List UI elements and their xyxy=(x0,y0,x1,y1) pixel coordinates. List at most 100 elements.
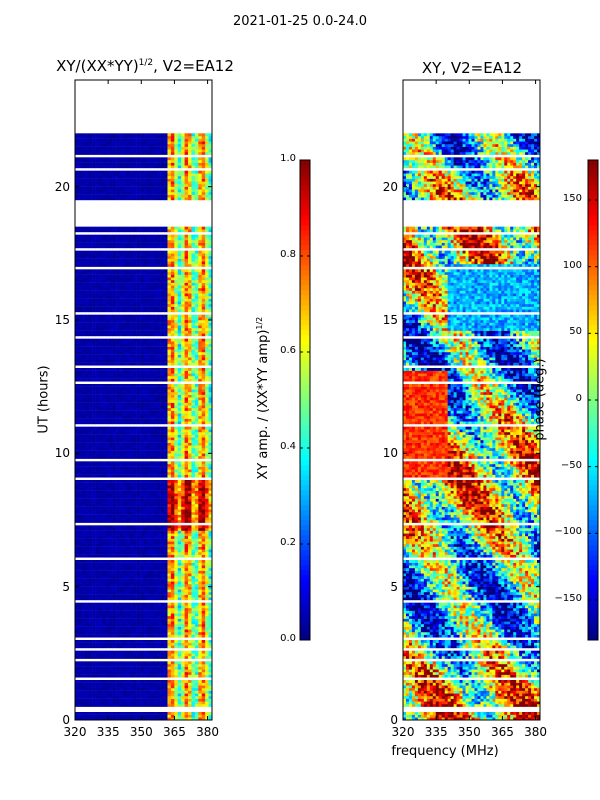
amp-heatmap-cell xyxy=(184,517,189,521)
amp-heatmap-cell xyxy=(78,373,83,377)
amp-heatmap-cell xyxy=(205,498,209,502)
amp-heatmap-cell xyxy=(136,512,141,515)
amp-heatmap-cell xyxy=(205,352,209,355)
amp-heatmap-cell xyxy=(167,541,172,545)
amp-heatmap-cell xyxy=(98,400,103,403)
amp-heatmap-cell xyxy=(184,360,189,363)
amp-heatmap-cell xyxy=(191,464,196,467)
amp-heatmap-cell xyxy=(133,688,137,691)
amp-heatmap-cell xyxy=(164,349,168,353)
amp-heatmap-cell xyxy=(81,594,86,598)
amp-heatmap-cell xyxy=(109,613,113,617)
amp-heatmap-cell xyxy=(129,589,134,593)
amp-heatmap-cell xyxy=(95,552,100,555)
amp-heatmap-cell xyxy=(116,618,120,622)
amp-heatmap-cell xyxy=(112,448,117,451)
amp-heatmap-cell xyxy=(119,472,124,475)
amp-heatmap-cell xyxy=(160,512,165,515)
amp-heatmap-cell xyxy=(181,512,185,515)
amp-heatmap-cell xyxy=(122,714,127,718)
amp-heatmap-cell xyxy=(109,544,113,547)
amp-heatmap-cell xyxy=(160,416,165,419)
amp-heatmap-cell xyxy=(95,370,100,374)
amp-heatmap-cell xyxy=(208,549,213,553)
amp-heatmap-cell xyxy=(208,394,213,398)
amp-heatmap-cell xyxy=(119,688,124,691)
amp-heatmap-cell xyxy=(208,448,213,451)
amp-heatmap-cell xyxy=(133,546,137,550)
amp-heatmap-cell xyxy=(198,546,203,550)
amp-heatmap-cell xyxy=(191,605,196,609)
amp-heatmap-cell xyxy=(105,437,110,441)
amp-heatmap-cell xyxy=(177,546,182,550)
amp-heatmap-cell xyxy=(109,584,113,587)
amp-heatmap-cell xyxy=(146,672,151,675)
amp-heatmap-cell xyxy=(122,357,127,361)
amp-heatmap-cell xyxy=(153,696,158,699)
amp-heatmap-cell xyxy=(164,610,168,614)
amp-heatmap-cell xyxy=(143,448,148,451)
amp-heatmap-cell xyxy=(78,386,83,390)
amp-heatmap-cell xyxy=(150,544,155,547)
amp-heatmap-cell xyxy=(205,496,209,499)
amp-heatmap-cell xyxy=(102,528,107,531)
amp-heatmap-cell xyxy=(143,546,148,550)
amp-heatmap-cell xyxy=(133,352,137,355)
amp-heatmap-cell xyxy=(150,712,155,715)
amp-heatmap-cell xyxy=(174,437,179,441)
amp-heatmap-cell xyxy=(81,624,86,627)
amp-heatmap-cell xyxy=(105,517,110,521)
amp-heatmap-cell xyxy=(157,717,161,721)
amp-heatmap-cell xyxy=(126,634,131,638)
amp-heatmap-cell xyxy=(98,688,103,691)
amp-heatmap-cell xyxy=(129,586,134,590)
amp-heatmap-cell xyxy=(95,384,100,387)
amp-heatmap-cell xyxy=(153,370,158,374)
amp-heatmap-cell xyxy=(205,680,209,683)
amp-heatmap-cell xyxy=(95,578,100,582)
amp-heatmap-cell xyxy=(78,605,83,609)
amp-heatmap-cell xyxy=(208,685,213,689)
amp-heatmap-cell xyxy=(146,696,151,699)
amp-heatmap-cell xyxy=(167,560,172,563)
amp-heatmap-cell xyxy=(122,608,127,611)
amp-heatmap-cell xyxy=(109,472,113,475)
amp-heatmap-cell xyxy=(78,568,83,571)
amp-heatmap-cell xyxy=(136,602,141,606)
amp-heatmap-cell xyxy=(85,560,89,563)
amp-heatmap-cell xyxy=(88,650,93,654)
amp-heatmap-cell xyxy=(188,437,192,441)
amp-heatmap-cell xyxy=(122,493,127,497)
amp-heatmap-cell xyxy=(174,400,179,403)
amp-heatmap-cell xyxy=(78,368,83,371)
amp-heatmap-cell xyxy=(109,698,113,702)
amp-heatmap-cell xyxy=(102,493,107,497)
amp-heatmap-cell xyxy=(157,536,161,539)
amp-heatmap-cell xyxy=(177,717,182,721)
amp-heatmap-cell xyxy=(133,389,137,393)
amp-heatmap-cell xyxy=(174,464,179,467)
amp-heatmap-cell xyxy=(181,416,185,419)
amp-heatmap-cell xyxy=(81,690,86,694)
amp-heatmap-cell xyxy=(164,528,168,531)
amp-heatmap-cell xyxy=(191,445,196,449)
amp-heatmap-cell xyxy=(150,426,155,430)
amp-heatmap-cell xyxy=(188,448,192,451)
amp-heatmap-cell xyxy=(109,640,113,643)
amp-heatmap-cell xyxy=(129,413,134,417)
amp-heatmap-cell xyxy=(85,616,89,619)
amp-heatmap-cell xyxy=(129,402,134,406)
amp-heatmap-cell xyxy=(181,717,185,721)
amp-heatmap-cell xyxy=(92,672,96,675)
amp-heatmap-cell xyxy=(184,562,189,566)
amp-heatmap-cell xyxy=(98,461,103,465)
amp-heatmap-cell xyxy=(194,669,199,673)
amp-heatmap-cell xyxy=(153,434,158,438)
amp-heatmap-cell xyxy=(170,429,175,433)
amp-heatmap-cell xyxy=(167,448,172,451)
amp-heatmap-cell xyxy=(126,466,131,470)
amp-heatmap-cell xyxy=(85,640,89,643)
amp-heatmap-cell xyxy=(177,432,182,435)
amp-heatmap-cell xyxy=(81,440,86,443)
amp-heatmap-cell xyxy=(95,610,100,614)
